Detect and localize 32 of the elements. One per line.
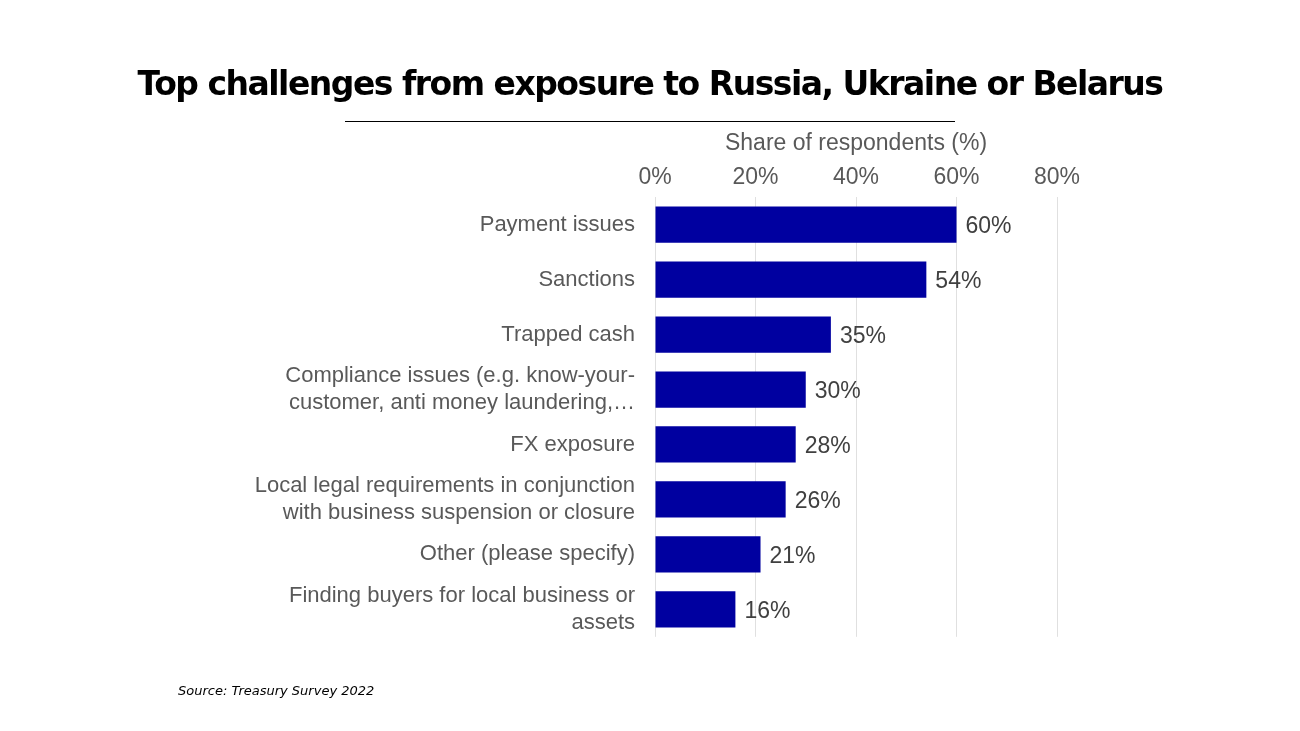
y-tick-label: Compliance issues (e.g. know-your-customer, anti money laundering,… — [285, 362, 635, 414]
bar — [655, 261, 927, 298]
data-label: 60% — [965, 212, 1012, 239]
x-tick-label: 0% — [638, 162, 672, 189]
x-tick-label: 40% — [832, 162, 880, 189]
bar — [655, 426, 796, 463]
bar — [655, 591, 736, 628]
data-label: 30% — [814, 376, 861, 403]
bar — [655, 206, 957, 243]
bar — [655, 536, 761, 573]
y-tick-label: Sanctions — [538, 265, 635, 291]
bar — [655, 316, 831, 353]
x-tick-label: 80% — [1033, 162, 1081, 189]
source-note: Source: Treasury Survey 2022 — [178, 683, 375, 698]
x-tick-label: 60% — [933, 162, 980, 189]
chart-title: Top challenges from exposure to Russia, Ukraine or Belarus — [136, 64, 1164, 103]
bar — [655, 481, 786, 518]
x-tick-label: 20% — [732, 162, 779, 189]
data-label: 54% — [935, 266, 982, 293]
y-tick-label: Finding buyers for local business or assets — [288, 582, 635, 634]
y-tick-label: Payment issues — [479, 210, 635, 236]
data-label: 35% — [839, 321, 886, 348]
data-label: 28% — [804, 431, 851, 458]
data-label: 16% — [744, 596, 791, 623]
bar — [655, 371, 806, 408]
y-tick-label: Local legal requirements in conjunction with business suspension or closure — [254, 472, 635, 524]
x-axis-title: Share of respondents (%) — [724, 129, 988, 156]
data-label: 26% — [794, 486, 841, 513]
y-tick-label: FX exposure — [510, 430, 635, 456]
y-tick-label: Other (please specify) — [419, 540, 635, 566]
y-tick-label: Trapped cash — [501, 320, 635, 346]
data-label: 21% — [769, 541, 816, 568]
